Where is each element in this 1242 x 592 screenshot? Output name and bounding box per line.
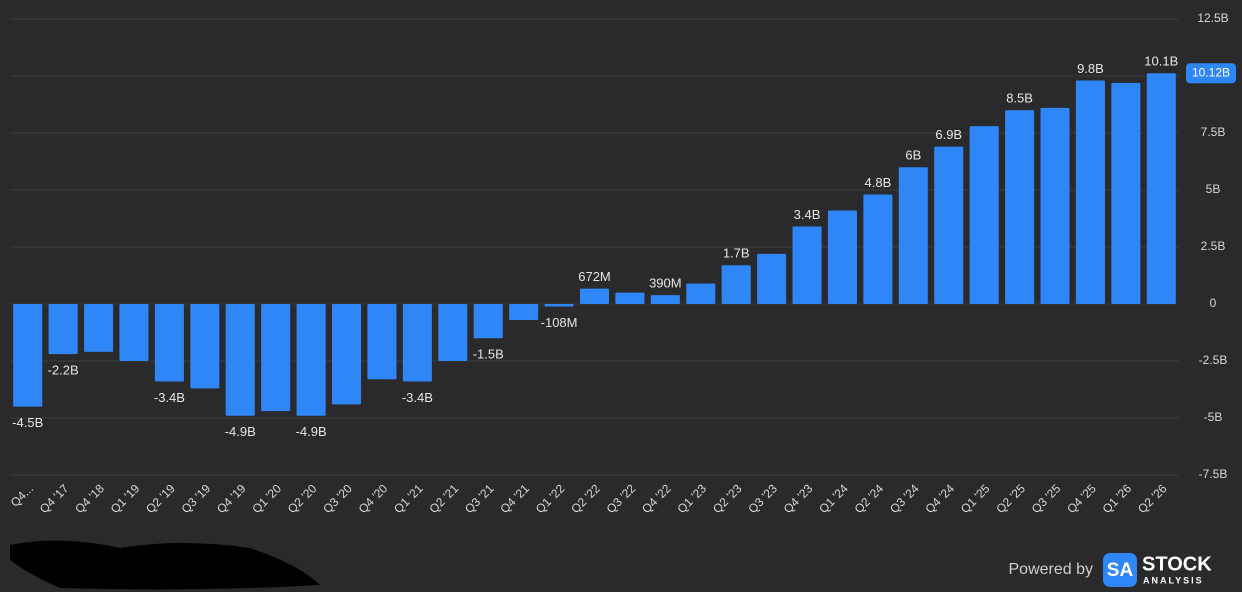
value-label: -4.9B	[225, 424, 256, 439]
bar	[863, 194, 893, 304]
bar	[615, 292, 645, 304]
bar	[650, 295, 680, 304]
bar	[296, 304, 326, 416]
value-label: 8.5B	[1006, 91, 1033, 106]
bar	[48, 304, 78, 355]
y-tick-label: 12.5B	[1197, 11, 1228, 25]
value-label: -4.5B	[12, 415, 43, 430]
value-label: 9.8B	[1077, 61, 1104, 76]
bar	[13, 304, 43, 407]
bar	[757, 253, 787, 304]
value-label: 6B	[905, 148, 921, 163]
value-label: 4.8B	[865, 175, 892, 190]
current-label: 10.12B	[1192, 65, 1230, 79]
bar	[509, 304, 539, 320]
bar	[686, 283, 716, 304]
bar	[438, 304, 468, 361]
bar	[969, 126, 999, 304]
value-label: -4.9B	[296, 424, 327, 439]
value-label: -2.2B	[48, 363, 79, 378]
bar	[898, 167, 928, 304]
bar	[792, 226, 822, 304]
logo-word: STOCK	[1142, 553, 1212, 575]
bar	[1146, 73, 1176, 304]
bar	[367, 304, 397, 380]
logo-badge	[1103, 553, 1137, 587]
bar	[934, 146, 964, 304]
value-label: -108M	[541, 315, 578, 330]
bar	[1005, 110, 1035, 304]
value-label: -3.4B	[154, 390, 185, 405]
value-label: 3.4B	[794, 207, 821, 222]
value-label: 672M	[578, 269, 611, 284]
y-tick-label: 7.5B	[1201, 125, 1226, 139]
y-tick-label: -7.5B	[1199, 467, 1228, 481]
value-label: 390M	[649, 276, 682, 291]
y-tick-label: 2.5B	[1201, 239, 1226, 253]
powered-by: Powered by	[1009, 561, 1094, 578]
bar	[1040, 107, 1070, 304]
y-tick-label: -5B	[1204, 410, 1223, 424]
bar	[544, 304, 574, 307]
value-label: 10.1B	[1144, 54, 1178, 69]
bar	[190, 304, 220, 389]
value-label: 6.9B	[935, 127, 962, 142]
bar	[827, 210, 857, 304]
current-tag	[1186, 63, 1236, 84]
y-tick-label: -2.5B	[1199, 353, 1228, 367]
bar	[119, 304, 149, 361]
bar	[154, 304, 184, 382]
bar	[261, 304, 291, 412]
redaction	[10, 540, 320, 590]
bar	[721, 265, 751, 304]
bar	[402, 304, 432, 382]
value-label: 1.7B	[723, 246, 750, 261]
bar	[579, 288, 610, 304]
logo-mark: SA	[1107, 560, 1134, 581]
bar	[84, 304, 114, 352]
value-label: -3.4B	[402, 390, 433, 405]
bar	[332, 304, 362, 405]
bar	[1075, 80, 1105, 304]
bar	[1111, 82, 1141, 304]
value-label: -1.5B	[473, 347, 504, 362]
bar	[473, 304, 503, 339]
y-tick-label: 0	[1210, 296, 1217, 310]
logo-sub: ANALYSIS	[1143, 575, 1204, 585]
y-tick-label: 5B	[1206, 182, 1221, 196]
bar	[225, 304, 255, 416]
